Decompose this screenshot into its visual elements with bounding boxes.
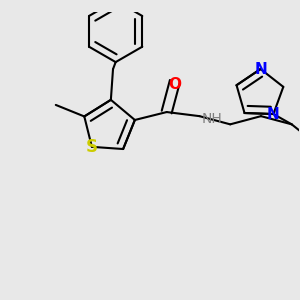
Text: NH: NH bbox=[202, 112, 222, 126]
Text: N: N bbox=[254, 61, 267, 76]
Text: S: S bbox=[86, 138, 98, 156]
Text: N: N bbox=[267, 106, 280, 122]
Text: O: O bbox=[168, 77, 182, 92]
